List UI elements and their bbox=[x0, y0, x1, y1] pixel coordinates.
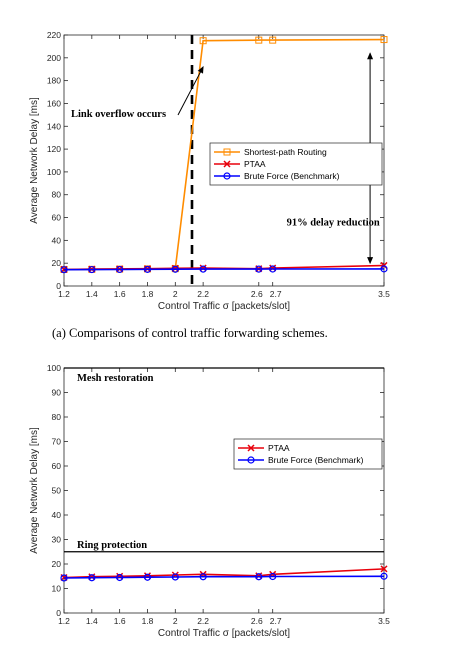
y-tick-label: 90 bbox=[52, 388, 62, 398]
y-tick-label: 20 bbox=[52, 258, 62, 268]
y-axis-label: Average Network Delay [ms] bbox=[29, 427, 40, 554]
reference-line-label: Ring protection bbox=[77, 540, 147, 551]
y-tick-label: 160 bbox=[47, 98, 61, 108]
y-tick-label: 100 bbox=[47, 167, 61, 177]
y-tick-label: 60 bbox=[52, 461, 62, 471]
x-tick-label: 3.5 bbox=[378, 616, 390, 626]
x-tick-label: 2.7 bbox=[270, 616, 282, 626]
x-axis-label: Control Traffic σ [packets/slot] bbox=[158, 301, 290, 312]
x-tick-label: 2 bbox=[173, 616, 178, 626]
x-tick-label: 1.4 bbox=[86, 616, 98, 626]
y-tick-label: 120 bbox=[47, 144, 61, 154]
y-tick-label: 70 bbox=[52, 437, 62, 447]
y-tick-label: 40 bbox=[52, 235, 62, 245]
y-tick-label: 40 bbox=[52, 510, 62, 520]
legend-entry: PTAA bbox=[244, 159, 266, 169]
x-tick-label: 2.6 bbox=[251, 289, 263, 299]
y-tick-label: 60 bbox=[52, 213, 62, 223]
reference-line-label: Mesh restoration bbox=[77, 373, 154, 384]
x-tick-label: 2.2 bbox=[197, 289, 209, 299]
legend-entry: Brute Force (Benchmark) bbox=[244, 171, 340, 181]
legend-entry: Brute Force (Benchmark) bbox=[268, 455, 364, 465]
y-axis-label: Average Network Delay [ms] bbox=[29, 97, 40, 224]
x-tick-label: 3.5 bbox=[378, 289, 390, 299]
x-tick-label: 2.6 bbox=[251, 616, 263, 626]
x-tick-label: 1.2 bbox=[58, 289, 70, 299]
y-tick-label: 180 bbox=[47, 76, 61, 86]
overflow-arrow bbox=[178, 67, 203, 115]
x-tick-label: 2 bbox=[173, 289, 178, 299]
legend-entry: PTAA bbox=[268, 443, 290, 453]
y-tick-label: 200 bbox=[47, 53, 61, 63]
x-tick-label: 1.2 bbox=[58, 616, 70, 626]
x-tick-label: 1.6 bbox=[114, 616, 126, 626]
series-line bbox=[64, 269, 384, 270]
x-tick-label: 2.7 bbox=[270, 289, 282, 299]
x-tick-label: 1.4 bbox=[86, 289, 98, 299]
y-tick-label: 10 bbox=[52, 584, 62, 594]
y-tick-label: 220 bbox=[47, 30, 61, 40]
legend-entry: Shortest-path Routing bbox=[244, 147, 327, 157]
y-tick-label: 80 bbox=[52, 190, 62, 200]
x-tick-label: 1.8 bbox=[142, 289, 154, 299]
annotation-text: Link overflow occurs bbox=[71, 109, 166, 120]
x-tick-label: 2.2 bbox=[197, 616, 209, 626]
y-tick-label: 80 bbox=[52, 412, 62, 422]
y-tick-label: 100 bbox=[47, 363, 61, 373]
y-tick-label: 20 bbox=[52, 559, 62, 569]
caption-a: (a) Comparisons of control traffic forwa… bbox=[52, 326, 328, 340]
x-tick-label: 1.6 bbox=[114, 289, 126, 299]
y-tick-label: 50 bbox=[52, 486, 62, 496]
y-tick-label: 30 bbox=[52, 535, 62, 545]
x-tick-label: 1.8 bbox=[142, 616, 154, 626]
annotation-text: 91% delay reduction bbox=[287, 218, 380, 229]
y-tick-label: 140 bbox=[47, 121, 61, 131]
x-axis-label: Control Traffic σ [packets/slot] bbox=[158, 628, 290, 639]
